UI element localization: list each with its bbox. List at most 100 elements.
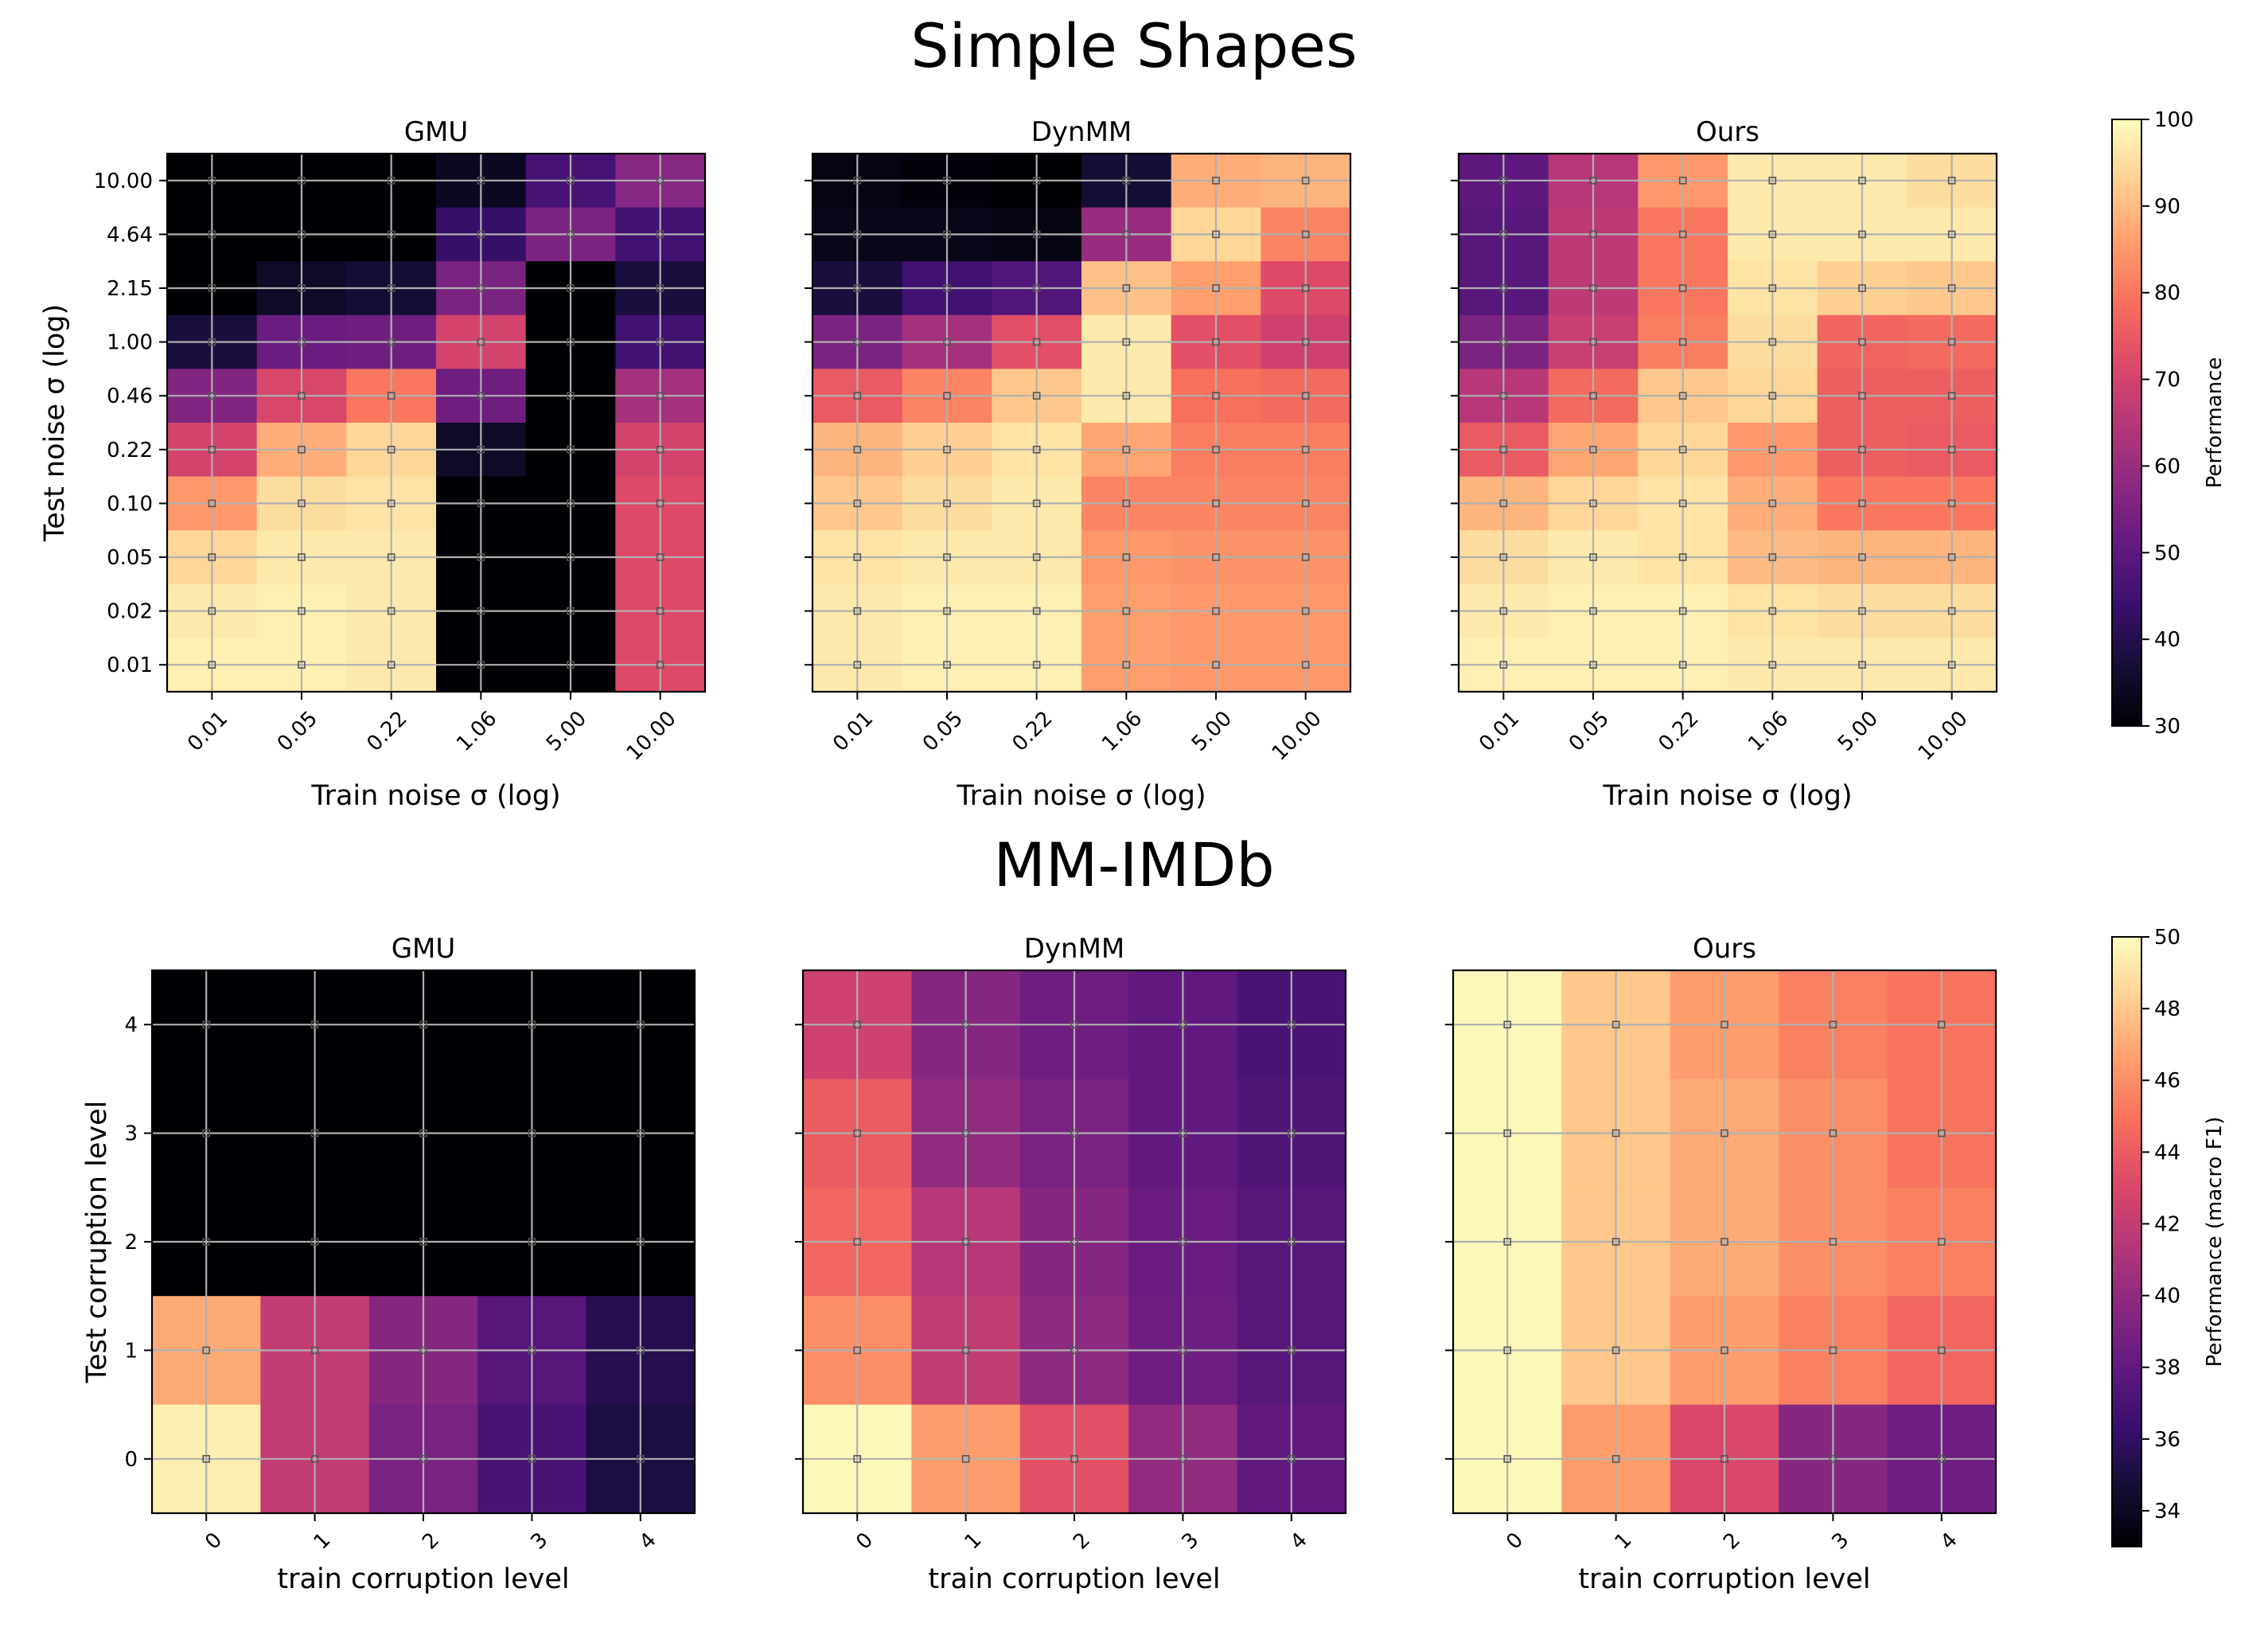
- colorbar-segment: [2112, 291, 2141, 298]
- colorbar-tick-label: 48: [2154, 997, 2180, 1021]
- colorbar-segment: [2112, 1302, 2141, 1309]
- panel-title: GMU: [404, 116, 469, 148]
- grid-marker: [567, 177, 575, 185]
- colorbar-segment: [2112, 150, 2141, 156]
- grid-marker: [208, 338, 216, 346]
- grid-marker: [477, 177, 485, 185]
- colorbar-segment: [2112, 1439, 2141, 1446]
- grid-marker: [1032, 499, 1041, 508]
- grid-marker: [656, 338, 664, 346]
- grid-marker: [419, 1238, 427, 1246]
- grid-marker: [567, 392, 575, 400]
- grid-marker: [1858, 553, 1866, 561]
- grid-marker: [1301, 392, 1310, 400]
- colorbar-segment: [2112, 1313, 2141, 1319]
- grid-marker: [1720, 1238, 1728, 1246]
- y-axis-label: Test noise σ (log): [39, 304, 71, 542]
- x-tick-label: 1: [1611, 1528, 1637, 1555]
- colorbar-segment: [2112, 524, 2141, 530]
- grid-marker: [943, 661, 951, 669]
- x-axis-label: train corruption level: [928, 1563, 1220, 1595]
- colorbar-segment: [2112, 619, 2141, 626]
- x-axis-label: train corruption level: [1578, 1563, 1870, 1595]
- grid-marker: [1829, 1020, 1837, 1028]
- y-tick-label: 0.02: [107, 600, 153, 624]
- colorbar-segment: [2112, 1531, 2141, 1538]
- grid-marker: [943, 230, 951, 239]
- grid-marker: [1212, 553, 1220, 561]
- grid-marker: [1858, 392, 1866, 400]
- grid-marker: [853, 607, 862, 615]
- x-tick-label: 1.06: [1097, 707, 1147, 756]
- colorbar-segment: [2112, 700, 2141, 707]
- colorbar-segment: [2112, 1170, 2141, 1176]
- grid-marker: [1678, 284, 1687, 292]
- grid-marker: [1032, 553, 1041, 561]
- grid-marker: [1122, 661, 1131, 669]
- colorbar-segment: [2112, 997, 2141, 1004]
- colorbar-segment: [2112, 301, 2141, 307]
- grid-marker: [567, 553, 575, 561]
- grid-marker: [1499, 661, 1508, 669]
- heatmap-panel-imdb-ours: Ours 0 1 2 3 4 train corruption level: [1445, 933, 1997, 1595]
- colorbar-segment: [2112, 1119, 2141, 1126]
- y-tick-label: 0.05: [107, 546, 153, 570]
- grid-marker: [1678, 445, 1687, 454]
- colorbar-segment: [2112, 1414, 2141, 1421]
- grid-marker: [1720, 1346, 1728, 1355]
- colorbar-segment: [2112, 256, 2141, 262]
- colorbar-segment: [2112, 589, 2141, 595]
- colorbar-segment: [2112, 716, 2141, 722]
- colorbar-tick-label: 50: [2154, 541, 2180, 565]
- grid-marker: [1947, 338, 1956, 346]
- grid-marker: [477, 661, 485, 669]
- grid-marker: [477, 607, 485, 615]
- grid-marker: [853, 553, 862, 561]
- grid-marker: [1070, 1346, 1078, 1355]
- colorbar-segment: [2112, 1028, 2141, 1035]
- grid-marker: [1301, 230, 1310, 239]
- grid-marker: [1589, 553, 1597, 561]
- colorbar-segment: [2112, 1475, 2141, 1481]
- colorbar-tick-label: 44: [2154, 1141, 2180, 1165]
- colorbar-tick-label: 30: [2154, 715, 2180, 739]
- colorbar-segment: [2112, 1176, 2141, 1182]
- grid-marker: [1829, 1238, 1837, 1246]
- colorbar-segment: [2112, 579, 2141, 585]
- grid-marker: [943, 553, 951, 561]
- colorbar-segment: [2112, 251, 2141, 257]
- y-tick-label: 10.00: [94, 170, 153, 193]
- grid-marker: [1032, 284, 1041, 292]
- x-tick-label: 1.06: [452, 707, 501, 756]
- x-tick-label: 1: [310, 1528, 336, 1555]
- colorbar-segment: [2112, 1226, 2141, 1233]
- colorbar-segment: [2112, 1231, 2141, 1238]
- grid-marker: [853, 499, 862, 508]
- colorbar-segment: [2112, 432, 2141, 439]
- colorbar-segment: [2112, 266, 2141, 272]
- colorbar-segment: [2112, 1068, 2141, 1075]
- colorbar-segment: [2112, 1185, 2141, 1192]
- colorbar-segment: [2112, 1013, 2141, 1019]
- grid-marker: [477, 553, 485, 561]
- colorbar-segment: [2112, 1404, 2141, 1411]
- grid-marker: [1768, 553, 1777, 561]
- colorbar-segment: [2112, 377, 2141, 383]
- grid-marker: [419, 1129, 427, 1137]
- grid-marker: [656, 499, 664, 508]
- colorbar-segment: [2112, 574, 2141, 580]
- colorbar-segment: [2112, 478, 2141, 484]
- grid-marker: [1611, 1455, 1620, 1463]
- colorbar-segment: [2112, 170, 2141, 176]
- colorbar-segment: [2112, 326, 2141, 333]
- grid-marker: [1301, 338, 1310, 346]
- grid-marker: [1947, 553, 1956, 561]
- grid-marker: [419, 1346, 427, 1355]
- grid-marker: [208, 230, 216, 239]
- grid-marker: [1070, 1455, 1078, 1463]
- grid-marker: [1301, 177, 1310, 185]
- colorbar-segment: [2112, 205, 2141, 212]
- grid-marker: [1503, 1238, 1511, 1246]
- colorbar-segment: [2112, 1134, 2141, 1141]
